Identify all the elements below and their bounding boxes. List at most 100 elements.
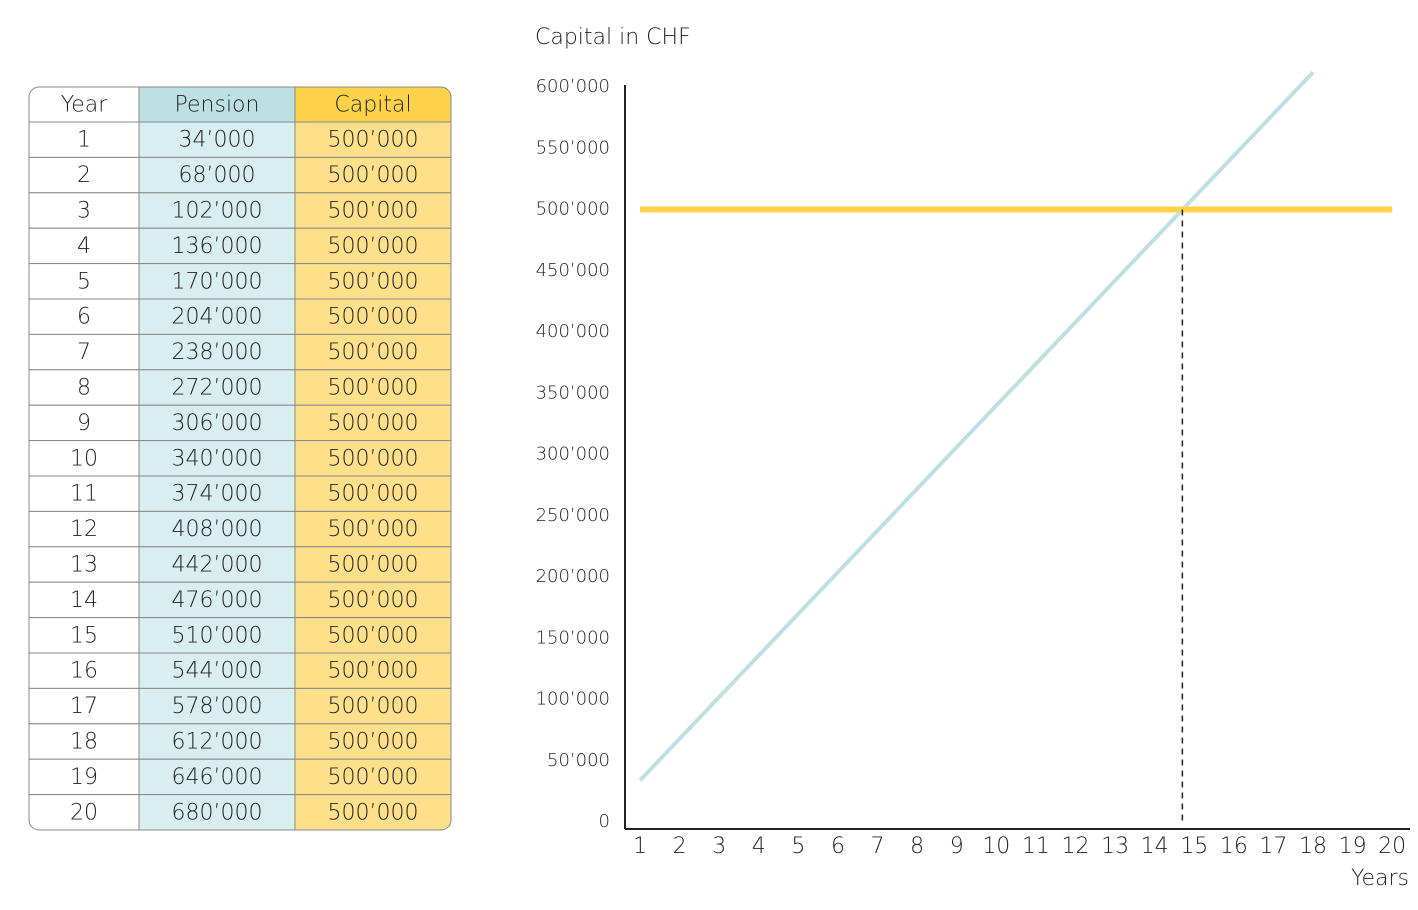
cell-text: 19: [70, 765, 98, 790]
header-text: Year: [61, 93, 109, 118]
cell: [294, 687, 451, 725]
cell: [294, 510, 451, 548]
cell-text: 14: [70, 588, 98, 613]
cell-text: 9: [77, 411, 91, 436]
cell-text: 170’000: [172, 269, 263, 294]
cell: [294, 475, 451, 512]
cell-text: 500’000: [328, 765, 419, 790]
cell: [294, 794, 451, 830]
cell: [294, 156, 451, 194]
cell-text: 500’000: [328, 800, 419, 825]
cell-text: 500’000: [328, 694, 419, 719]
x-tick-label: 15: [1180, 834, 1208, 859]
cell-text: 500’000: [328, 199, 419, 224]
cell: [29, 192, 140, 229]
y-tick-label: 200’000: [536, 566, 610, 587]
cell-text: 476’000: [172, 588, 263, 613]
y-tick-label: 50’000: [547, 750, 610, 771]
cell-text: 500’000: [328, 730, 419, 755]
cell-text: 500’000: [328, 553, 419, 578]
cell-text: 3: [77, 199, 91, 224]
cell: [29, 156, 140, 194]
cell: [138, 121, 296, 158]
cell: [138, 192, 296, 229]
x-tick-label: 12: [1061, 834, 1089, 859]
cell: [138, 758, 296, 796]
cell: [294, 404, 451, 442]
x-tick-label: 4: [752, 834, 766, 859]
y-tick-label: 250’000: [536, 505, 610, 526]
y-tick-label: 300’000: [536, 444, 610, 465]
cell-text: 500’000: [328, 482, 419, 507]
cell: [294, 723, 451, 760]
cell: [294, 652, 451, 689]
x-tick-label: 5: [791, 834, 805, 859]
x-tick-label: 8: [910, 834, 924, 859]
cell-text: 12: [70, 517, 98, 542]
cell-text: 680’000: [172, 800, 263, 825]
x-tick-label: 10: [982, 834, 1010, 859]
cell-text: 612’000: [172, 730, 263, 755]
x-tick-label: 18: [1299, 834, 1327, 859]
cell: [29, 404, 140, 442]
y-tick-label: 400’000: [536, 321, 610, 342]
line: [638, 70, 1315, 782]
cell-text: 204’000: [172, 305, 263, 330]
y-tick-label: 150’000: [536, 627, 610, 648]
x-tick-label: 14: [1141, 834, 1169, 859]
cell: [294, 121, 451, 158]
cell-text: 68’000: [179, 163, 256, 188]
x-tick-label: 11: [1022, 834, 1050, 859]
cell-text: 500’000: [328, 128, 419, 153]
cell-text: 408’000: [172, 517, 263, 542]
cell-text: 500’000: [328, 411, 419, 436]
cell-text: 136’000: [172, 234, 263, 259]
cell: [294, 333, 451, 371]
cell: [29, 617, 140, 654]
cell-text: 578’000: [172, 694, 263, 719]
header-text: Capital: [334, 93, 411, 118]
cell: [138, 617, 296, 654]
y-tick-label: 450’000: [536, 260, 610, 281]
cell-text: 500’000: [328, 305, 419, 330]
x-tick-label: 16: [1220, 834, 1248, 859]
cell-text: 500’000: [328, 340, 419, 365]
cell-text: 34’000: [179, 128, 256, 153]
cell-text: 500’000: [328, 376, 419, 401]
cell-text: 13: [70, 553, 98, 578]
cell-text: 2: [77, 163, 91, 188]
x-tick-label: 2: [673, 834, 687, 859]
cell-text: 18: [70, 730, 98, 755]
y-axis-title: Capital in CHF: [535, 25, 691, 50]
y-tick-label: 350’000: [536, 382, 610, 403]
cell-text: 10: [70, 446, 98, 471]
cell: [29, 510, 140, 548]
cell-text: 272’000: [172, 376, 263, 401]
cell-text: 500’000: [328, 659, 419, 684]
cell-text: 374’000: [172, 482, 263, 507]
x-tick-label: 19: [1339, 834, 1367, 859]
cell-text: 6: [77, 305, 91, 330]
x-axis-title: Years: [1351, 866, 1409, 891]
header-cell: [138, 87, 296, 123]
cell-text: 7: [77, 340, 91, 365]
cell-text: 500’000: [328, 163, 419, 188]
cell-text: 238’000: [172, 340, 263, 365]
x-tick-label: 9: [950, 834, 964, 859]
y-tick-label: 600’000: [536, 76, 610, 97]
cell: [29, 758, 140, 796]
cell-text: 16: [70, 659, 98, 684]
cell: [294, 758, 451, 796]
cell-text: 1: [77, 128, 91, 153]
cell-text: 500’000: [328, 588, 419, 613]
cell: [294, 227, 451, 265]
x-tick-label: 20: [1378, 834, 1406, 859]
cell: [29, 723, 140, 760]
x-tick-label: 1: [633, 834, 647, 859]
y-tick-label: 100’000: [536, 689, 610, 710]
cell: [294, 617, 451, 654]
cell-text: 102’000: [172, 199, 263, 224]
cell: [29, 687, 140, 725]
cell-text: 500’000: [328, 234, 419, 259]
